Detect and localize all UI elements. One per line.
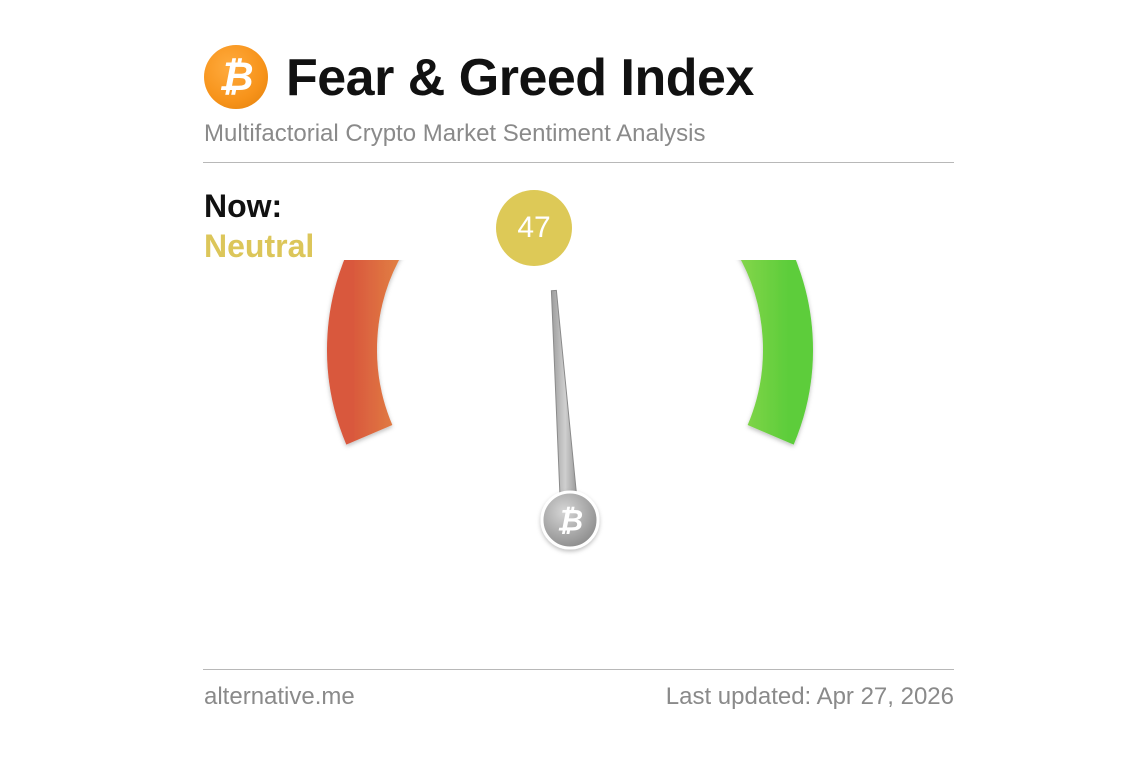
gauge-hub (540, 490, 600, 550)
index-value-badge: 47 (496, 190, 572, 266)
sentiment-gauge: ₿ (327, 260, 813, 550)
now-label: Now: (204, 188, 283, 224)
sentiment-classification: Neutral (204, 228, 315, 264)
bitcoin-logo-icon: ₿ (204, 45, 268, 109)
gauge-hub-bitcoin-icon: ₿ (557, 505, 583, 538)
gauge-needle (550, 289, 580, 522)
gauge-arc (327, 260, 813, 445)
source-link[interactable]: alternative.me (204, 683, 355, 710)
bottom-divider (203, 669, 954, 670)
page-subtitle: Multifactorial Crypto Market Sentiment A… (204, 120, 706, 147)
top-divider (203, 162, 954, 163)
page-title: Fear & Greed Index (286, 49, 754, 107)
last-updated: Last updated: Apr 27, 2026 (665, 683, 954, 710)
